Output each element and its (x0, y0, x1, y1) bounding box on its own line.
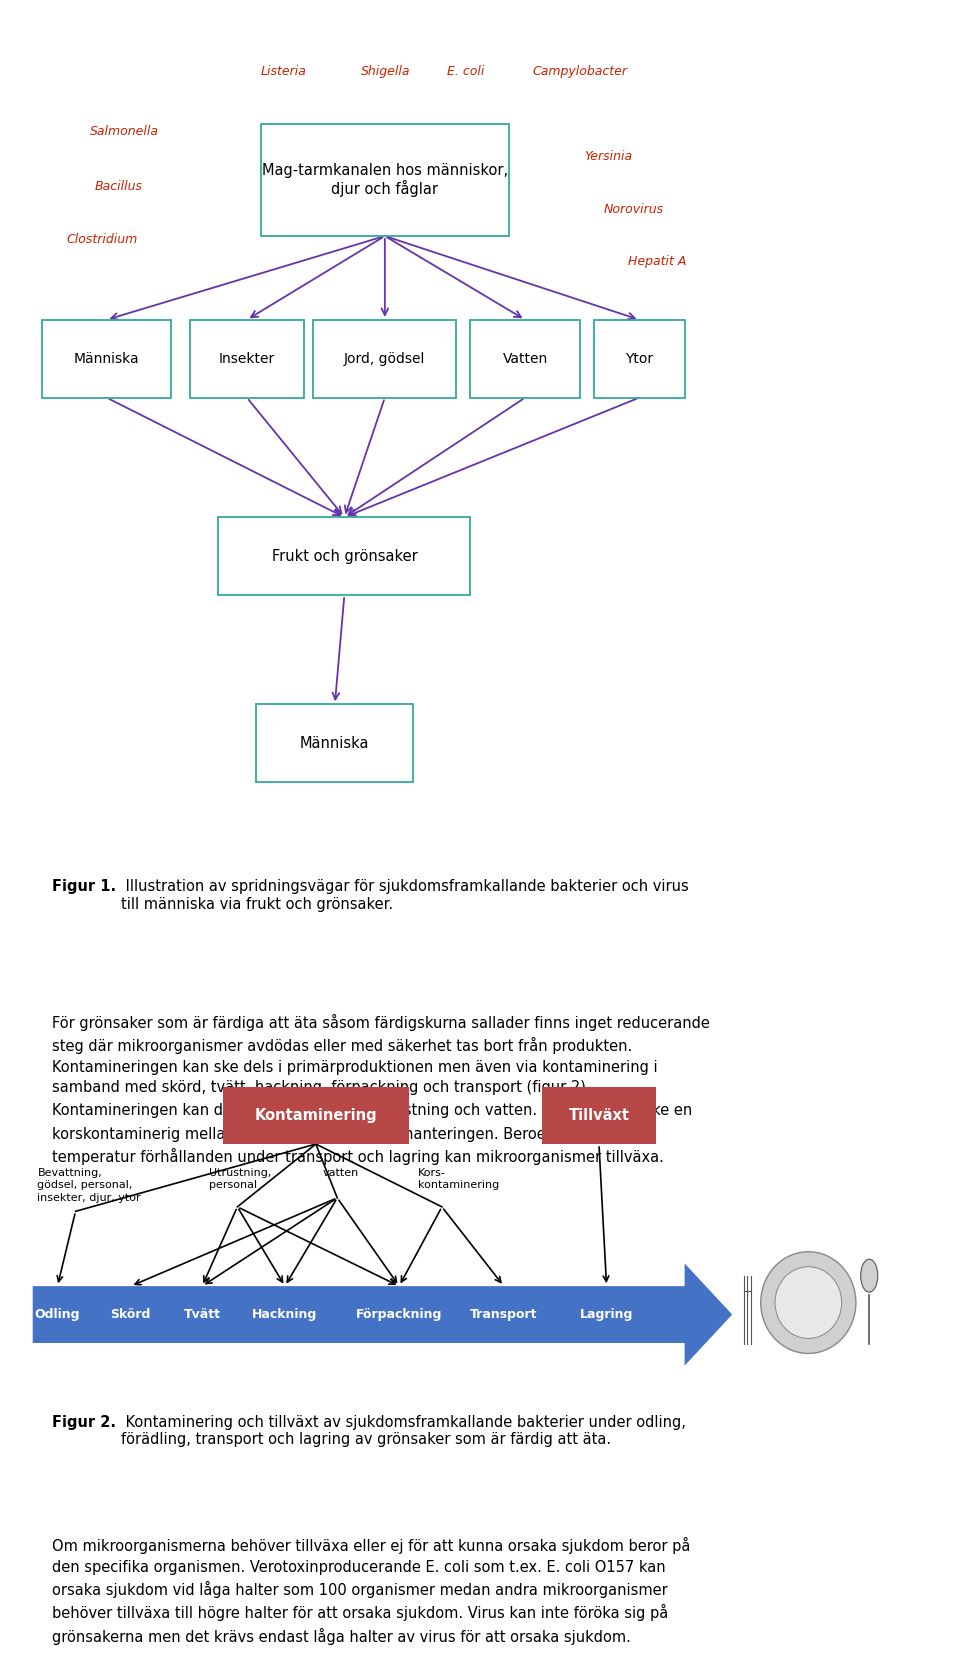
Text: Illustration av spridningsvägar för sjukdomsframkallande bakterier och virus
til: Illustration av spridningsvägar för sjuk… (121, 880, 689, 911)
Text: Norovirus: Norovirus (604, 202, 664, 215)
FancyBboxPatch shape (256, 704, 414, 782)
Text: Insekter: Insekter (219, 351, 275, 366)
Text: Clostridium: Clostridium (66, 232, 137, 245)
Text: Kors-
kontaminering: Kors- kontaminering (419, 1168, 499, 1190)
Text: Människa: Människa (300, 736, 370, 751)
Text: Figur 1.: Figur 1. (52, 880, 116, 895)
Text: Människa: Människa (74, 351, 139, 366)
Text: Yersinia: Yersinia (585, 151, 633, 164)
Text: Figur 2.: Figur 2. (52, 1415, 116, 1430)
Text: Lagring: Lagring (580, 1307, 634, 1321)
Text: Salmonella: Salmonella (90, 124, 158, 138)
Ellipse shape (760, 1251, 856, 1354)
Text: Förpackning: Förpackning (356, 1307, 443, 1321)
FancyBboxPatch shape (42, 320, 171, 398)
Text: Jord, gödsel: Jord, gödsel (344, 351, 425, 366)
Text: Transport: Transport (470, 1307, 538, 1321)
FancyBboxPatch shape (190, 320, 304, 398)
Ellipse shape (775, 1266, 842, 1339)
Text: Odling: Odling (35, 1307, 81, 1321)
Text: Frukt och grönsaker: Frukt och grönsaker (272, 548, 418, 563)
Text: Vatten: Vatten (503, 351, 548, 366)
FancyBboxPatch shape (223, 1087, 409, 1143)
Text: vatten: vatten (323, 1168, 359, 1178)
FancyBboxPatch shape (218, 517, 470, 595)
Text: Om mikroorganismerna behöver tillväxa eller ej för att kunna orsaka sjukdom bero: Om mikroorganismerna behöver tillväxa el… (52, 1538, 690, 1645)
Ellipse shape (861, 1259, 877, 1292)
Text: Bacillus: Bacillus (95, 181, 143, 194)
Text: E. coli: E. coli (446, 65, 484, 78)
Text: Hackning: Hackning (252, 1307, 318, 1321)
Text: Utrustning,
personal: Utrustning, personal (208, 1168, 271, 1190)
FancyBboxPatch shape (470, 320, 580, 398)
FancyBboxPatch shape (594, 320, 684, 398)
Text: Skörd: Skörd (110, 1307, 151, 1321)
FancyBboxPatch shape (314, 320, 456, 398)
Text: Campylobacter: Campylobacter (533, 65, 627, 78)
Text: Bevattning,
gödsel, personal,
insekter, djur, ytor: Bevattning, gödsel, personal, insekter, … (37, 1168, 141, 1203)
Text: För grönsaker som är färdiga att äta såsom färdigskurna sallader finns inget red: För grönsaker som är färdiga att äta sås… (52, 1014, 709, 1165)
Polygon shape (33, 1263, 732, 1365)
Text: Kontaminering: Kontaminering (254, 1109, 377, 1123)
Text: Ytor: Ytor (625, 351, 654, 366)
Text: Tillväxt: Tillväxt (568, 1109, 630, 1123)
Text: Shigella: Shigella (361, 65, 411, 78)
Text: Tvätt: Tvätt (183, 1307, 221, 1321)
Text: Mag-tarmkanalen hos människor,
djur och fåglar: Mag-tarmkanalen hos människor, djur och … (262, 162, 508, 197)
FancyBboxPatch shape (541, 1087, 656, 1143)
FancyBboxPatch shape (261, 124, 509, 235)
Text: Hepatit A: Hepatit A (628, 255, 685, 268)
Text: Listeria: Listeria (261, 65, 307, 78)
Text: Kontaminering och tillväxt av sjukdomsframkallande bakterier under odling,
föräd: Kontaminering och tillväxt av sjukdomsfr… (121, 1415, 686, 1447)
